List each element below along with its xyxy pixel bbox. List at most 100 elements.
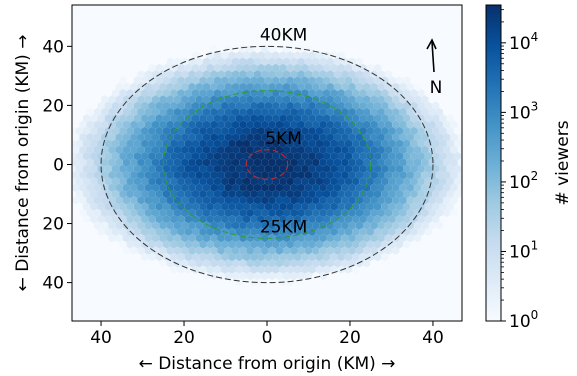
hexbin-cell — [144, 233, 152, 243]
hexbin-cell — [65, 158, 72, 166]
hexbin-cell — [152, 259, 160, 268]
hexbin-cell — [235, 114, 243, 123]
hexbin-cell — [373, 126, 382, 136]
hexbin-cell — [144, 183, 152, 192]
hexbin-cell — [315, 89, 323, 98]
hexbin-cell — [293, 252, 302, 262]
hexbin-cell — [253, 70, 262, 79]
hexbin-cell — [137, 95, 145, 104]
hexbin-cell — [279, 177, 287, 186]
hexbin-cell — [250, 139, 258, 148]
hexbin-cell — [184, 89, 192, 98]
hexbin-cell — [133, 202, 142, 211]
hexbin-cell — [279, 227, 287, 236]
hexbin-cell — [122, 120, 131, 129]
hexbin-cell — [312, 259, 320, 268]
hexbin-cell — [315, 177, 323, 186]
hexbin-cell — [326, 158, 334, 167]
hexbin-cell — [337, 89, 345, 98]
hexbin-cell — [326, 107, 334, 117]
circle-label-5km: 5KM — [265, 129, 302, 149]
hexbin-cell — [217, 233, 225, 243]
hexbin-cell — [199, 189, 207, 199]
circle-label-25km: 25KM — [260, 217, 307, 237]
hexbin-cell — [253, 120, 262, 129]
hexbin-cell — [323, 265, 331, 274]
hexbin-cell — [221, 152, 229, 161]
hexbin-cell — [403, 177, 411, 186]
hexbin-cell — [333, 158, 342, 167]
hexbin-cell — [341, 259, 349, 268]
hexbin-cell — [395, 189, 403, 199]
hexbin-cell — [337, 139, 345, 148]
hexbin-cell — [301, 126, 309, 136]
hexbin-cell — [177, 89, 185, 98]
hexbin-cell — [243, 114, 251, 123]
colorbar-tick-exponent: 2 — [531, 169, 539, 183]
hexbin-cell — [406, 120, 414, 129]
hexbin-cell — [275, 57, 283, 66]
hexbin-cell — [188, 259, 196, 268]
hexbin-cell — [224, 82, 232, 92]
hexbin-cell — [286, 51, 294, 60]
hexbin-cell — [435, 208, 443, 218]
hexbin-cell — [239, 271, 247, 281]
hexbin-cell — [417, 227, 425, 236]
hexbin-cell — [370, 145, 378, 155]
hexbin-cell — [217, 120, 225, 129]
hexbin-cell — [72, 139, 76, 148]
hexbin-cell — [133, 101, 142, 110]
hexbin-cell — [275, 170, 283, 180]
x-tick-label: 40 — [422, 328, 444, 348]
hexbin-cell — [235, 227, 243, 236]
hexbin-cell — [221, 101, 229, 110]
hexbin-cell — [283, 271, 291, 281]
hexbin-cell — [381, 152, 389, 161]
hexbin-cell — [395, 215, 403, 224]
hexbin-cell — [235, 252, 243, 262]
hexbin-cell — [72, 202, 76, 211]
hexbin-cell — [403, 89, 411, 98]
hexbin-cell — [283, 233, 291, 243]
hexbin-cell — [450, 120, 458, 129]
hexbin-cell — [213, 278, 222, 287]
hexbin-cell — [261, 57, 269, 66]
hexbin-cell — [130, 107, 138, 117]
hexbin-cell — [373, 101, 382, 110]
hexbin-cell — [377, 133, 385, 142]
hexbin-cell — [181, 170, 189, 180]
hexbin-cell — [326, 221, 334, 230]
hexbin-cell — [144, 158, 152, 167]
hexbin-cell — [195, 233, 203, 243]
hexbin-cell — [141, 164, 149, 173]
hexbin-cell — [155, 202, 163, 211]
hexbin-cell — [406, 208, 414, 218]
hexbin-cell — [326, 82, 334, 92]
north-arrow-icon — [431, 41, 435, 73]
hexbin-cell — [388, 76, 396, 85]
hexbin-cell — [286, 265, 294, 274]
hexbin-cell — [399, 170, 407, 180]
hexbin-cell — [308, 76, 316, 85]
hexbin-cell — [286, 202, 294, 211]
hexbin-cell — [72, 114, 76, 123]
hexbin-cell — [406, 133, 414, 142]
hexbin-cell — [355, 158, 363, 167]
hexbin-cell — [330, 164, 338, 173]
hexbin-cell — [384, 196, 393, 205]
hexbin-cell — [279, 164, 287, 173]
hexbin-cell — [243, 139, 251, 148]
hexbin-cell — [159, 120, 167, 129]
hexbin-cell — [286, 215, 294, 224]
colorbar-tick-label: 102 — [509, 169, 538, 193]
hexbin-cell — [413, 170, 422, 180]
hexbin-cell — [403, 240, 411, 249]
hexbin-cell — [253, 95, 262, 104]
hexbin-cell — [352, 164, 360, 173]
hexbin-cell — [72, 164, 76, 173]
hexbin-cell — [148, 202, 156, 211]
hexbin-cell — [366, 76, 374, 85]
hexbin-cell — [217, 145, 225, 155]
hexbin-cell — [184, 126, 192, 136]
